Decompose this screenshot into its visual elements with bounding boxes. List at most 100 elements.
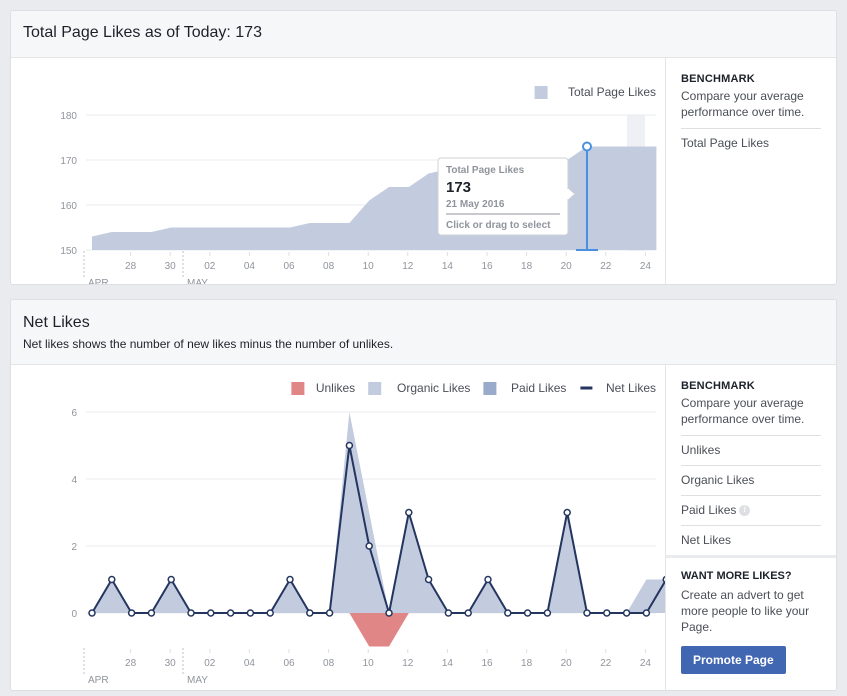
net-likes-point: [88, 609, 96, 617]
legend-swatch: [368, 382, 382, 395]
legend-swatch: [580, 386, 593, 390]
x-tick-label: 02: [204, 658, 216, 669]
y-tick-label: 0: [71, 609, 77, 620]
net-likes-point: [563, 508, 571, 517]
tooltip-value: 173: [446, 179, 471, 196]
x-tick-label: 30: [165, 658, 177, 669]
net-likes-point: [622, 609, 631, 617]
total-page-likes-card: Total Page Likes as of Today: 173 150 160…: [10, 10, 837, 285]
x-tick-label: 08: [323, 261, 335, 272]
legend-swatch: [483, 382, 497, 395]
month-label: MAY: [187, 278, 208, 285]
info-icon[interactable]: i: [739, 505, 751, 517]
y-tick-label: 180: [60, 111, 77, 122]
x-tick-label: 28: [125, 261, 137, 272]
benchmark-item-paid-likes[interactable]: Paid Likes i: [681, 496, 821, 526]
net-likes-point: [583, 609, 591, 617]
x-tick-label: 28: [125, 658, 137, 669]
benchmark-item-label: Paid Likes: [681, 503, 737, 517]
x-tick-label: 12: [402, 261, 414, 272]
net-likes-point: [226, 609, 235, 617]
net-likes-point: [484, 575, 492, 584]
tooltip-hint: Click or drag to select: [446, 220, 551, 231]
y-tick-label: 4: [71, 475, 77, 486]
y-tick-label: 170: [60, 156, 77, 167]
y-tick-label: 150: [60, 246, 77, 257]
benchmark-item-net-likes[interactable]: Net Likes: [681, 533, 732, 547]
benchmark-panel: BENCHMARK Compare your average performan…: [665, 58, 836, 284]
net-likes-point: [642, 609, 651, 617]
net-likes-point: [325, 609, 334, 617]
x-tick-label: 24: [640, 658, 652, 669]
unlikes-area: [92, 613, 667, 647]
benchmark-item-unlikes[interactable]: Unlikes: [681, 436, 821, 466]
card-title: Net Likes: [23, 314, 90, 331]
card-title: Total Page Likes as of Today: 173: [23, 24, 262, 41]
legend-label: Unlikes: [316, 381, 355, 395]
x-tick-label: 18: [521, 658, 533, 669]
legend-label: Total Page Likes: [568, 85, 656, 99]
promo-title: WANT MORE LIKES?: [681, 570, 792, 582]
month-label: APR: [88, 675, 109, 686]
x-tick-label: 04: [244, 658, 256, 669]
x-tick-label: 20: [561, 658, 573, 669]
x-tick-label: 04: [244, 261, 256, 272]
total-likes-chart[interactable]: 150 160 170 180 28 30 02 04 06 08 10 12 14 16 18 20 22 2…: [11, 58, 667, 285]
organic-likes-area: [92, 412, 667, 613]
x-tick-label: 16: [481, 658, 493, 669]
card-subtitle: Net likes shows the number of new likes …: [23, 337, 394, 351]
x-tick-label: 12: [402, 658, 414, 669]
net-likes-point: [504, 609, 512, 617]
net-likes-point: [207, 609, 215, 617]
tooltip-date: 21 May 2016: [446, 199, 505, 210]
net-likes-point: [306, 609, 314, 617]
x-tick-label: 14: [442, 658, 454, 669]
promote-page-button[interactable]: Promote Page: [681, 646, 786, 674]
tooltip-arrow-mask: [566, 189, 569, 199]
selection-marker: [582, 141, 592, 152]
x-tick-label: 18: [521, 261, 533, 272]
net-likes-point: [246, 609, 255, 617]
month-label: MAY: [187, 675, 208, 686]
net-likes-point: [167, 575, 175, 584]
total-page-likes-area: [92, 146, 657, 250]
net-likes-point: [464, 609, 472, 617]
tooltip-series: Total Page Likes: [446, 165, 525, 176]
net-likes-point: [187, 609, 195, 617]
legend-swatch: [534, 86, 548, 99]
y-tick-label: 160: [60, 201, 77, 212]
x-tick-label: 06: [283, 658, 295, 669]
legend-swatch: [291, 382, 305, 395]
net-likes-point: [543, 609, 552, 617]
x-tick-label: 14: [442, 261, 454, 272]
net-likes-point: [286, 575, 294, 584]
net-likes-point: [127, 609, 136, 617]
x-tick-label: 02: [204, 261, 216, 272]
promo-desc: Create an advert to get more people to l…: [681, 588, 810, 634]
promote-panel: WANT MORE LIKES? Create an advert to get…: [665, 555, 836, 690]
benchmark-item-total-page-likes[interactable]: Total Page Likes: [681, 136, 770, 150]
month-label: APR: [88, 278, 109, 285]
net-likes-point: [345, 441, 354, 450]
x-tick-label: 24: [640, 261, 652, 272]
x-tick-label: 06: [283, 261, 295, 272]
x-tick-label: 30: [165, 261, 177, 272]
card-header: Net Likes Net likes shows the number of …: [11, 300, 836, 365]
net-likes-point: [523, 609, 532, 617]
benchmark-desc: Compare your average performance over ti…: [681, 395, 821, 436]
x-tick-label: 10: [363, 658, 375, 669]
legend-label: Paid Likes: [511, 381, 566, 395]
net-likes-point: [147, 609, 156, 617]
legend-label: Organic Likes: [397, 381, 470, 395]
net-likes-point: [385, 609, 393, 617]
benchmark-item-organic-likes[interactable]: Organic Likes: [681, 466, 821, 496]
benchmark-title: BENCHMARK: [681, 73, 755, 85]
y-tick-label: 2: [71, 542, 77, 553]
net-likes-point: [405, 508, 413, 517]
benchmark-desc: Compare your average performance over ti…: [681, 88, 821, 129]
net-likes-point: [444, 609, 453, 617]
benchmark-title: BENCHMARK: [681, 380, 755, 392]
y-tick-label: 6: [71, 408, 77, 419]
net-likes-line: [91, 444, 667, 614]
